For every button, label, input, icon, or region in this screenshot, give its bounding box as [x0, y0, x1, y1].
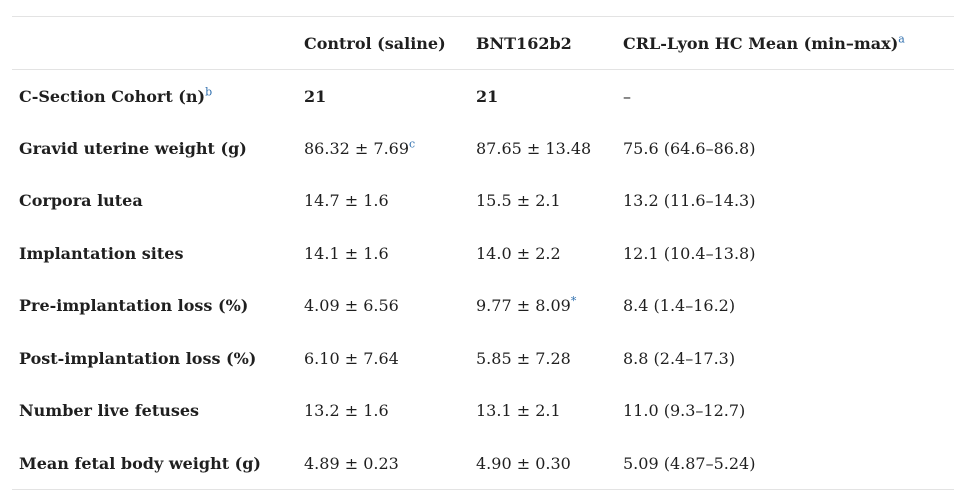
header-bnt162b2: BNT162b2: [470, 16, 615, 70]
table-row: Pre-implantation loss (%) 4.09 ± 6.56 9.…: [12, 280, 954, 333]
table-row: Corpora lutea 14.7 ± 1.6 15.5 ± 2.1 13.2…: [12, 175, 954, 228]
row-label: Number live fetuses: [19, 401, 200, 421]
footnote-marker-asterisk[interactable]: *: [570, 294, 577, 308]
row-label: Mean fetal body weight (g): [12, 437, 296, 490]
row-label: Implantation sites: [19, 243, 184, 263]
row-label: Gravid uterine weight (g): [19, 138, 247, 158]
row-label: Corpora lutea: [19, 191, 143, 211]
historical-control-value: 8.8 (2.4–17.3): [623, 348, 736, 368]
control-value: 6.10 ± 7.64: [304, 348, 399, 368]
control-value: 13.2 ± 1.6: [304, 401, 389, 421]
row-label: Pre-implantation loss (%): [19, 296, 249, 316]
control-value: 4.89 ± 0.23: [296, 437, 470, 490]
row-label: Post-implantation loss (%): [19, 348, 257, 368]
historical-control-value: 75.6 (64.6–86.8): [623, 138, 756, 158]
bnt162b2-value: 4.90 ± 0.30: [470, 437, 615, 490]
footnote-marker-b[interactable]: b: [205, 85, 213, 99]
table-row: Number live fetuses 13.2 ± 1.6 13.1 ± 2.…: [12, 385, 954, 438]
table-header: Control (saline) BNT162b2 CRL-Lyon HC Me…: [12, 16, 954, 70]
table-row: Implantation sites 14.1 ± 1.6 14.0 ± 2.2…: [12, 227, 954, 280]
row-label-text: C-Section Cohort (n): [19, 86, 206, 106]
header-empty: [12, 16, 296, 70]
data-table: Control (saline) BNT162b2 CRL-Lyon HC Me…: [12, 16, 954, 490]
bnt162b2-value: 87.65 ± 13.48: [476, 138, 592, 158]
bnt162b2-value: 21: [476, 86, 499, 106]
control-value-text: 86.32 ± 7.69: [304, 138, 410, 158]
row-label: C-Section Cohort (n)b: [12, 70, 296, 123]
bnt162b2-value: 14.0 ± 2.2: [476, 243, 561, 263]
control-value: 4.09 ± 6.56: [304, 296, 399, 316]
table-body: C-Section Cohort (n)b 21 21 – Gravid ute…: [12, 70, 954, 490]
table-row: Gravid uterine weight (g) 86.32 ± 7.69c …: [12, 122, 954, 175]
control-value: 14.1 ± 1.6: [304, 243, 389, 263]
historical-control-value: 5.09 (4.87–5.24): [615, 437, 954, 490]
bnt162b2-value: 9.77 ± 8.09*: [470, 280, 615, 333]
header-historical-control: CRL-Lyon HC Mean (min–max)a: [615, 16, 954, 70]
bnt162b2-value-text: 9.77 ± 8.09: [476, 296, 571, 316]
bnt162b2-value: 5.85 ± 7.28: [476, 348, 571, 368]
historical-control-value: 11.0 (9.3–12.7): [623, 401, 746, 421]
bnt162b2-value: 13.1 ± 2.1: [476, 401, 561, 421]
control-value: 14.7 ± 1.6: [304, 191, 389, 211]
header-control: Control (saline): [296, 16, 470, 70]
control-value: 21: [304, 86, 327, 106]
control-value: 86.32 ± 7.69c: [296, 122, 470, 175]
historical-control-value: 13.2 (11.6–14.3): [623, 191, 756, 211]
historical-control-value: 8.4 (1.4–16.2): [623, 296, 736, 316]
footnote-marker-c[interactable]: c: [409, 137, 416, 151]
header-historical-control-label: CRL-Lyon HC Mean (min–max): [623, 33, 899, 53]
bnt162b2-value: 15.5 ± 2.1: [476, 191, 561, 211]
historical-control-value: 12.1 (10.4–13.8): [623, 243, 756, 263]
footnote-marker-a[interactable]: a: [898, 32, 905, 46]
table-row: Mean fetal body weight (g) 4.89 ± 0.23 4…: [12, 437, 954, 490]
table-row: Post-implantation loss (%) 6.10 ± 7.64 5…: [12, 332, 954, 385]
historical-control-value: –: [623, 86, 631, 106]
header-row: Control (saline) BNT162b2 CRL-Lyon HC Me…: [12, 16, 954, 70]
table-row: C-Section Cohort (n)b 21 21 –: [12, 70, 954, 123]
